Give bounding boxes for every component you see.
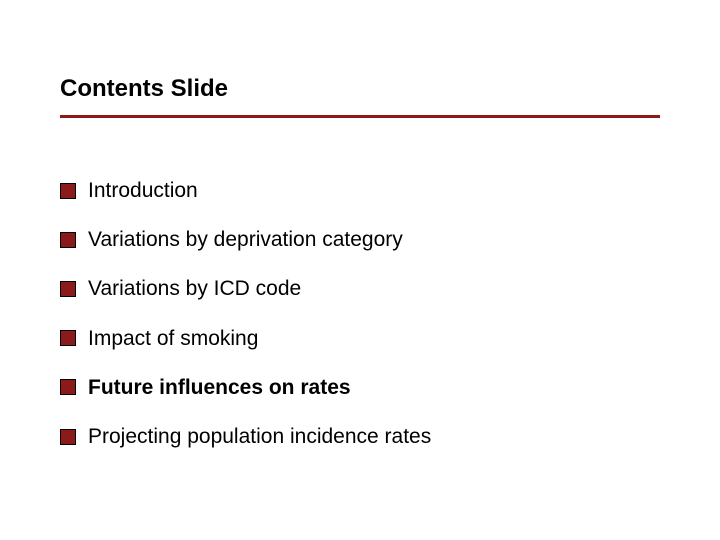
bullet-item: Variations by ICD code (60, 276, 660, 301)
square-bullet-icon (60, 281, 76, 297)
bullet-item: Projecting population incidence rates (60, 424, 660, 449)
square-bullet-icon (60, 330, 76, 346)
bullet-item: Variations by deprivation category (60, 227, 660, 252)
bullet-item: Introduction (60, 178, 660, 203)
bullet-item: Impact of smoking (60, 326, 660, 351)
bullet-item: Future influences on rates (60, 375, 660, 400)
slide-title: Contents Slide (60, 75, 660, 103)
square-bullet-icon (60, 232, 76, 248)
bullet-text: Projecting population incidence rates (88, 424, 431, 449)
square-bullet-icon (60, 183, 76, 199)
bullet-text: Impact of smoking (88, 326, 258, 351)
bullet-text: Variations by ICD code (88, 276, 301, 301)
square-bullet-icon (60, 429, 76, 445)
bullet-text: Variations by deprivation category (88, 227, 403, 252)
title-underline (60, 115, 660, 118)
bullet-list: Introduction Variations by deprivation c… (60, 178, 660, 449)
square-bullet-icon (60, 379, 76, 395)
slide-container: Contents Slide Introduction Variations b… (0, 0, 720, 533)
bullet-text: Future influences on rates (88, 375, 351, 400)
bullet-text: Introduction (88, 178, 198, 203)
